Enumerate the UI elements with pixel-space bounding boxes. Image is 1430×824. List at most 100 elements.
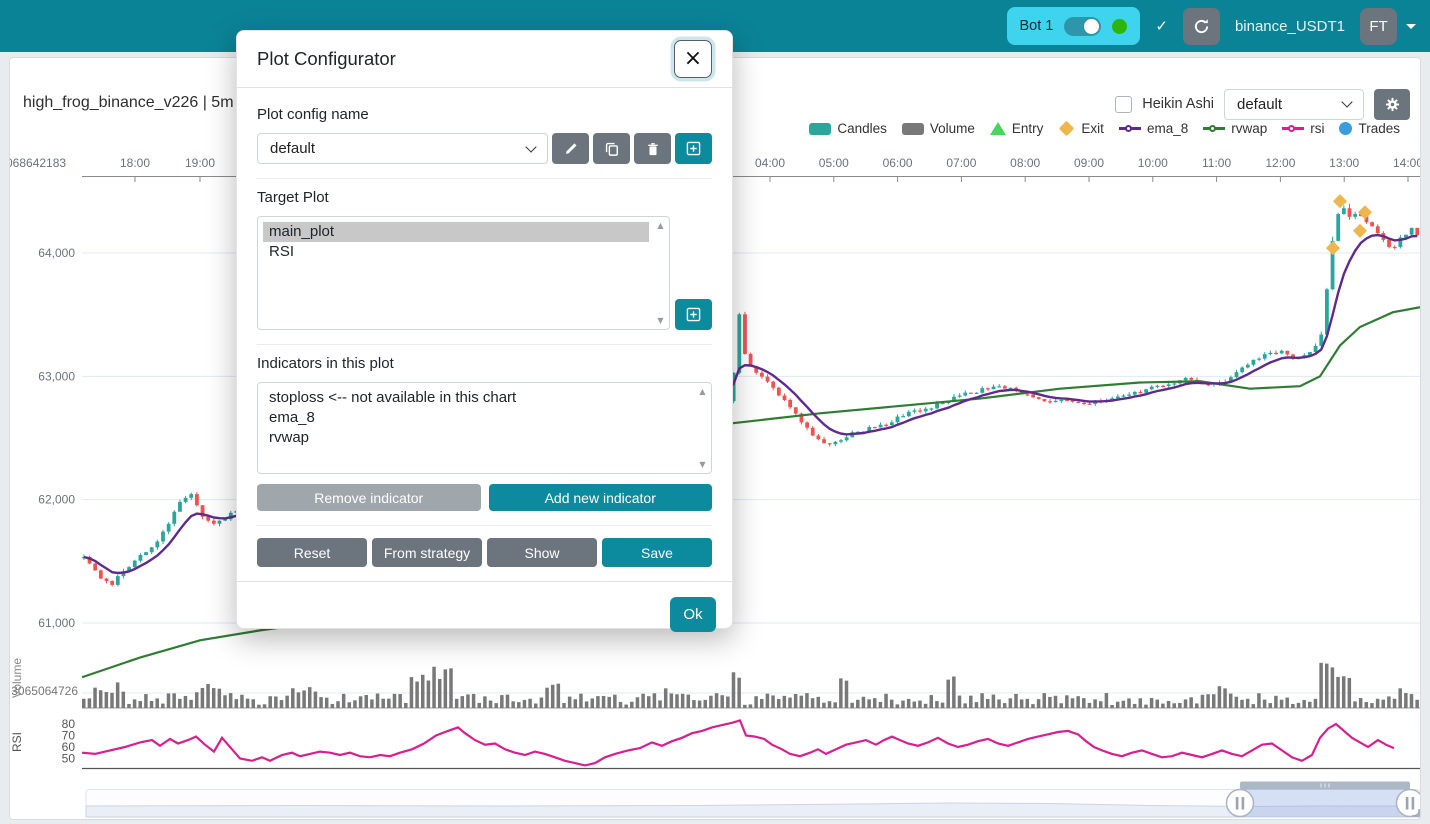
indicator-option[interactable]: ema_8: [269, 409, 315, 426]
svg-text:70: 70: [62, 728, 76, 742]
target-plot-label: Target Plot: [257, 189, 329, 206]
config-name-row: default: [257, 133, 712, 164]
svg-text:60: 60: [62, 740, 76, 754]
divider: [257, 178, 712, 179]
svg-text:07:00: 07:00: [946, 156, 976, 170]
svg-text:13:00: 13:00: [1329, 156, 1359, 170]
config-name-label: Plot config name: [257, 106, 369, 123]
datazoom-handle[interactable]: [1395, 788, 1421, 818]
legend-item-ema8[interactable]: ema_8: [1118, 121, 1188, 136]
divider: [257, 344, 712, 345]
legend-item-trades[interactable]: Trades: [1339, 121, 1400, 136]
svg-text:64,000: 64,000: [38, 246, 75, 260]
plot-config-select-value: default: [1237, 95, 1283, 113]
svg-text:11:00: 11:00: [1202, 156, 1231, 170]
heikin-ashi-checkbox[interactable]: [1115, 95, 1133, 113]
legend-item-rvwap[interactable]: rvwap: [1203, 121, 1267, 136]
chart-controls: Heikin Ashi default: [1115, 88, 1410, 120]
candles-swatch-icon: [809, 122, 832, 135]
rsi-line-icon: [1282, 125, 1305, 132]
plot-config-select[interactable]: default: [1224, 88, 1364, 120]
svg-text:RSI: RSI: [10, 732, 24, 752]
plus-square-icon: [686, 307, 701, 322]
config-actions-row: Reset From strategy Show Save: [257, 538, 712, 567]
target-plot-option[interactable]: main_plot: [263, 222, 649, 242]
add-plot-button[interactable]: [675, 299, 712, 330]
config-name-select[interactable]: default: [257, 133, 548, 164]
legend-item-volume[interactable]: Volume: [901, 121, 975, 136]
remove-indicator-button[interactable]: Remove indicator: [257, 484, 481, 511]
pencil-icon: [565, 142, 577, 154]
indicator-option[interactable]: stoploss <-- not available in this chart: [269, 389, 517, 406]
trades-circle-icon: [1339, 122, 1353, 135]
indicators-listbox[interactable]: stoploss <-- not available in this chart…: [257, 382, 712, 474]
save-button[interactable]: Save: [602, 538, 712, 567]
scroll-down-icon[interactable]: ▼: [699, 460, 706, 469]
svg-text:04:00: 04:00: [755, 156, 785, 170]
exchange-account-label: binance_USDT1: [1234, 17, 1345, 35]
gear-icon: [1385, 97, 1399, 111]
svg-text:61,000: 61,000: [38, 616, 75, 630]
legend-item-candles[interactable]: Candles: [809, 121, 887, 136]
rsi-layer: [81, 719, 1395, 767]
refresh-button[interactable]: [1182, 7, 1220, 45]
indicators-label: Indicators in this plot: [257, 355, 394, 372]
chevron-down-icon: [1406, 23, 1416, 29]
volume-layer: [82, 662, 1419, 708]
edit-config-button[interactable]: [552, 133, 589, 164]
user-menu[interactable]: FT: [1360, 7, 1416, 45]
svg-text:19:00: 19:00: [185, 156, 215, 170]
ok-button[interactable]: Ok: [670, 597, 716, 632]
entry-triangle-icon: [989, 122, 1006, 135]
svg-text:50: 50: [62, 752, 76, 766]
legend-item-entry[interactable]: Entry: [989, 121, 1043, 136]
config-name-value: default: [270, 140, 316, 157]
reset-button[interactable]: Reset: [257, 538, 367, 567]
add-config-button[interactable]: [675, 133, 712, 164]
svg-text:80: 80: [62, 717, 76, 731]
svg-text:05:00: 05:00: [819, 156, 849, 170]
add-indicator-button[interactable]: Add new indicator: [488, 484, 712, 511]
indicator-option[interactable]: rvwap: [269, 429, 310, 446]
copy-icon: [605, 142, 618, 156]
svg-text:Volume: Volume: [10, 658, 24, 698]
ema8-line-icon: [1118, 125, 1141, 132]
close-button[interactable]: ×: [674, 40, 712, 78]
plot-settings-button[interactable]: [1374, 88, 1410, 120]
scroll-up-icon[interactable]: ▲: [657, 221, 664, 230]
price-chart[interactable]: 18:00 19:00 04:00 05:00 06:00 07:00 08:00 09:00…: [10, 58, 1420, 819]
plus-square-icon: [686, 141, 701, 156]
svg-text:08:00: 08:00: [1010, 156, 1040, 170]
avatar[interactable]: FT: [1360, 7, 1397, 45]
duplicate-config-button[interactable]: [593, 133, 630, 164]
legend-item-rsi[interactable]: rsi: [1282, 121, 1324, 136]
from-strategy-button[interactable]: From strategy: [372, 538, 482, 567]
datazoom-handle[interactable]: [1225, 788, 1255, 818]
show-button[interactable]: Show: [487, 538, 597, 567]
volume-swatch-icon: [901, 122, 924, 135]
scroll-down-icon[interactable]: ▼: [657, 316, 664, 325]
modal-body: Plot config name default Target Plot: [237, 88, 732, 567]
chevron-down-icon: [525, 140, 537, 153]
refresh-icon: [1194, 18, 1209, 33]
target-plot-row: main_plot RSI ▲ ▼: [257, 216, 712, 330]
trash-icon: [647, 142, 658, 155]
modal-title: Plot Configurator: [257, 48, 396, 69]
target-plot-option[interactable]: RSI: [269, 243, 295, 260]
bot-toggle[interactable]: [1064, 16, 1102, 36]
indicator-buttons-row: Remove indicator Add new indicator: [257, 484, 712, 511]
datazoom-slider[interactable]: [85, 781, 1421, 818]
svg-text:14:00: 14:00: [1393, 156, 1420, 170]
delete-config-button[interactable]: [634, 133, 671, 164]
svg-text:18:00: 18:00: [120, 156, 150, 170]
legend-item-exit[interactable]: Exit: [1058, 120, 1104, 137]
listbox-scrollbar[interactable]: ▲ ▼: [653, 218, 668, 328]
bot-selector[interactable]: Bot 1: [1006, 7, 1141, 45]
target-plot-listbox[interactable]: main_plot RSI ▲ ▼: [257, 216, 670, 330]
listbox-scrollbar[interactable]: ▲ ▼: [695, 384, 710, 472]
svg-text:62,000: 62,000: [38, 493, 75, 507]
trade-markers-layer: [1325, 194, 1373, 256]
svg-text:10:00: 10:00: [1138, 156, 1168, 170]
scroll-up-icon[interactable]: ▲: [699, 387, 706, 396]
close-icon: ×: [683, 46, 703, 71]
